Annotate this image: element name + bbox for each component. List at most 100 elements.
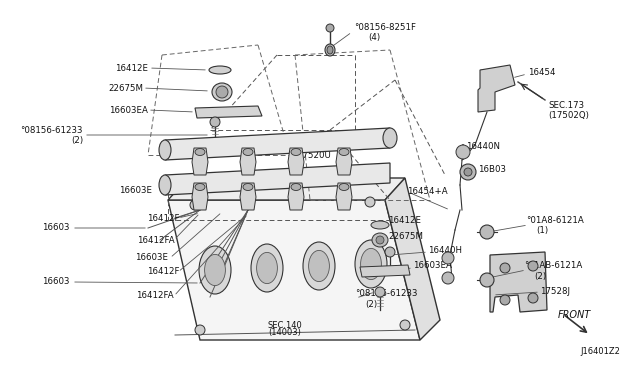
Text: 16603: 16603 — [42, 278, 70, 286]
Text: 16412F: 16412F — [147, 214, 180, 222]
Text: (2): (2) — [365, 299, 377, 308]
Ellipse shape — [195, 148, 205, 155]
Text: (2): (2) — [71, 135, 83, 144]
Ellipse shape — [159, 175, 171, 195]
Text: 17528J: 17528J — [540, 286, 570, 295]
Text: °08156-61233: °08156-61233 — [355, 289, 417, 298]
Circle shape — [460, 164, 476, 180]
Text: 16412E: 16412E — [115, 64, 148, 73]
Text: 16603: 16603 — [42, 222, 70, 231]
Ellipse shape — [159, 140, 171, 160]
Ellipse shape — [339, 148, 349, 155]
Ellipse shape — [371, 221, 389, 229]
Text: 16603EA: 16603EA — [413, 262, 452, 270]
Circle shape — [216, 86, 228, 98]
Text: 16412FA: 16412FA — [136, 292, 174, 301]
Text: °01A8-6121A: °01A8-6121A — [526, 215, 584, 224]
Circle shape — [365, 197, 375, 207]
Polygon shape — [240, 183, 256, 210]
Text: 16603E: 16603E — [135, 253, 168, 263]
Ellipse shape — [243, 183, 253, 190]
Circle shape — [456, 145, 470, 159]
Ellipse shape — [212, 83, 232, 101]
Polygon shape — [192, 183, 208, 210]
Circle shape — [400, 320, 410, 330]
Text: SEC.173: SEC.173 — [548, 100, 584, 109]
Ellipse shape — [325, 44, 335, 56]
Text: 16454+A: 16454+A — [407, 186, 447, 196]
Circle shape — [376, 236, 384, 244]
Ellipse shape — [372, 233, 388, 247]
Ellipse shape — [199, 246, 231, 294]
Ellipse shape — [360, 248, 381, 280]
Circle shape — [480, 273, 494, 287]
Polygon shape — [165, 128, 390, 160]
Ellipse shape — [327, 46, 333, 54]
Text: (14003): (14003) — [269, 328, 301, 337]
Polygon shape — [165, 163, 390, 195]
Ellipse shape — [291, 183, 301, 190]
Text: °08156-8251F: °08156-8251F — [354, 22, 416, 32]
Ellipse shape — [243, 148, 253, 155]
Circle shape — [528, 293, 538, 303]
Text: 16412FA: 16412FA — [138, 235, 175, 244]
Text: 16440N: 16440N — [466, 141, 500, 151]
Polygon shape — [478, 65, 515, 112]
Text: 22675M: 22675M — [388, 231, 423, 241]
Ellipse shape — [291, 148, 301, 155]
Polygon shape — [288, 183, 304, 210]
Ellipse shape — [355, 240, 387, 288]
Polygon shape — [336, 183, 352, 210]
Text: 16603EA: 16603EA — [109, 106, 148, 115]
Polygon shape — [385, 178, 440, 340]
Polygon shape — [336, 148, 352, 175]
Circle shape — [528, 261, 538, 271]
Circle shape — [464, 168, 472, 176]
Text: 17520U: 17520U — [297, 151, 331, 160]
Polygon shape — [168, 200, 420, 340]
Ellipse shape — [205, 254, 225, 286]
Text: 16454: 16454 — [528, 67, 556, 77]
Ellipse shape — [251, 244, 283, 292]
Polygon shape — [360, 265, 410, 277]
Polygon shape — [168, 178, 405, 200]
Circle shape — [500, 263, 510, 273]
Text: 16412F: 16412F — [147, 267, 180, 276]
Ellipse shape — [308, 250, 330, 282]
Ellipse shape — [257, 252, 277, 283]
Ellipse shape — [339, 183, 349, 190]
Circle shape — [480, 225, 494, 239]
Text: SEC.140: SEC.140 — [268, 321, 302, 330]
Circle shape — [210, 117, 220, 127]
Circle shape — [442, 272, 454, 284]
Circle shape — [442, 252, 454, 264]
Text: (4): (4) — [368, 32, 380, 42]
Circle shape — [385, 247, 395, 257]
Polygon shape — [240, 148, 256, 175]
Circle shape — [375, 287, 385, 297]
Polygon shape — [195, 106, 262, 118]
Ellipse shape — [303, 242, 335, 290]
Polygon shape — [288, 148, 304, 175]
Text: 22675M: 22675M — [108, 83, 143, 93]
Text: 16412E: 16412E — [388, 215, 421, 224]
Text: 16603E: 16603E — [119, 186, 152, 195]
Ellipse shape — [209, 66, 231, 74]
Text: °08156-61233: °08156-61233 — [20, 125, 83, 135]
Circle shape — [190, 200, 200, 210]
Ellipse shape — [383, 128, 397, 148]
Polygon shape — [192, 148, 208, 175]
Text: 16440H: 16440H — [428, 246, 462, 254]
Circle shape — [326, 24, 334, 32]
Text: (2): (2) — [534, 272, 546, 280]
Circle shape — [500, 295, 510, 305]
Text: FRONT: FRONT — [558, 310, 591, 320]
Text: (17502Q): (17502Q) — [548, 110, 589, 119]
Text: °01AB-6121A: °01AB-6121A — [524, 262, 582, 270]
Text: J16401Z2: J16401Z2 — [580, 347, 620, 356]
Circle shape — [195, 325, 205, 335]
Text: 16B03: 16B03 — [478, 164, 506, 173]
Text: (1): (1) — [536, 225, 548, 234]
Ellipse shape — [195, 183, 205, 190]
Polygon shape — [490, 252, 547, 312]
